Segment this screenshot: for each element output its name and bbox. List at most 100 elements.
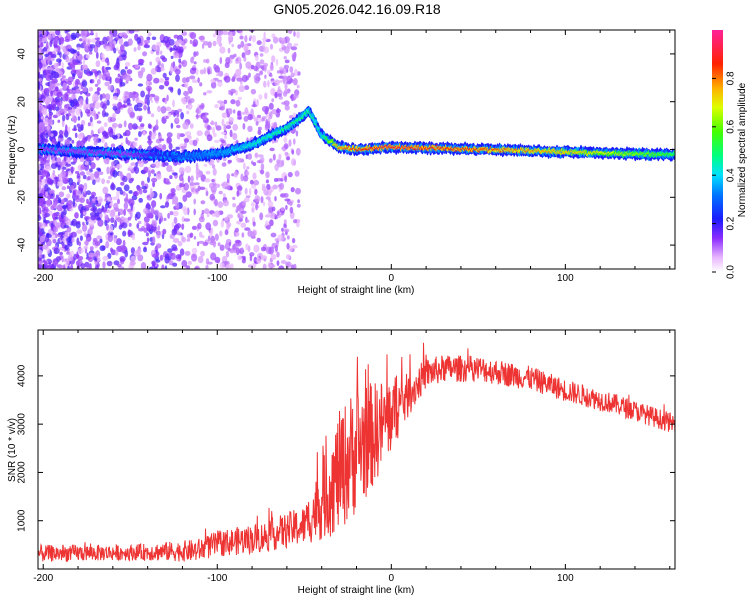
noise-blob [47,34,52,39]
noise-blob [92,179,96,186]
noise-blob [70,166,74,174]
noise-blob [81,80,88,88]
noise-blob [163,35,170,44]
noise-blob [72,198,76,207]
noise-blob [61,186,67,191]
noise-blob [84,247,88,254]
noise-blob [277,234,284,242]
noise-blob [109,30,112,35]
noise-blob [191,225,197,230]
noise-blob [180,145,187,149]
noise-blob [284,151,289,156]
noise-blob [264,108,269,115]
noise-blob [44,183,49,192]
noise-blob [76,229,83,234]
noise-blob [80,214,84,219]
noise-blob [114,249,119,256]
noise-blob [102,131,107,137]
noise-blob [254,195,261,203]
noise-blob [127,122,133,131]
noise-blob [199,82,203,87]
noise-blob [66,237,72,243]
noise-blob [50,90,53,97]
noise-blob [273,178,279,182]
noise-blob [293,263,297,269]
noise-blob [152,220,158,227]
noise-blob [192,139,198,147]
noise-blob [110,247,113,253]
noise-blob [44,53,49,57]
noise-blob [38,265,42,269]
noise-blob [295,187,301,195]
noise-blob [153,209,160,216]
noise-blob [186,207,190,216]
noise-blob [85,54,91,59]
noise-blob [184,131,192,137]
noise-blob [93,114,97,121]
noise-blob [233,109,236,114]
noise-blob [83,103,87,111]
noise-blob [276,251,280,258]
noise-blob [159,78,165,83]
noise-blob [277,93,282,97]
noise-blob [283,136,288,143]
noise-blob [82,87,88,93]
noise-blob [253,256,258,264]
noise-blob [85,96,89,105]
noise-blob [90,173,95,181]
noise-blob [68,106,73,110]
noise-blob [38,74,41,78]
noise-blob [183,138,190,143]
noise-blob [179,133,185,138]
noise-blob [57,197,62,203]
noise-blob [281,227,284,232]
noise-blob [172,210,179,217]
noise-blob [261,255,268,261]
noise-blob [238,202,242,211]
noise-blob [113,47,117,54]
noise-blob [148,170,151,178]
noise-blob [245,61,252,69]
noise-blob [67,80,72,86]
noise-blob [199,186,206,190]
noise-blob [156,243,162,249]
noise-blob [240,173,244,182]
noise-blob [123,217,130,224]
noise-blob [125,77,128,82]
noise-blob [198,35,205,41]
noise-blob [191,79,198,84]
noise-blob [211,164,216,169]
noise-blob [183,218,191,222]
noise-blob [148,81,153,86]
noise-blob [143,247,147,253]
noise-blob [175,146,181,150]
noise-blob [147,32,152,37]
noise-blob [237,96,243,100]
noise-blob [124,95,128,99]
noise-blob [153,95,160,102]
noise-blob [162,161,166,168]
noise-blob [257,129,262,135]
noise-blob [102,36,108,45]
noise-blob [72,98,78,106]
noise-blob [287,30,293,34]
noise-blob [58,191,65,198]
noise-blob [286,235,290,240]
noise-blob [142,241,149,246]
noise-blob [133,250,140,257]
noise-blob [55,83,61,86]
noise-blob [282,91,288,97]
noise-blob [38,97,42,102]
noise-blob [221,118,225,127]
noise-blob [145,94,150,100]
noise-blob [88,87,94,92]
noise-blob [147,123,152,129]
noise-blob [117,73,121,78]
noise-blob [189,181,195,186]
noise-blob [295,147,301,156]
noise-blob [164,76,170,81]
noise-blob [180,97,187,103]
noise-blob [102,255,109,261]
noise-blob [154,266,158,269]
noise-blob [162,72,167,78]
